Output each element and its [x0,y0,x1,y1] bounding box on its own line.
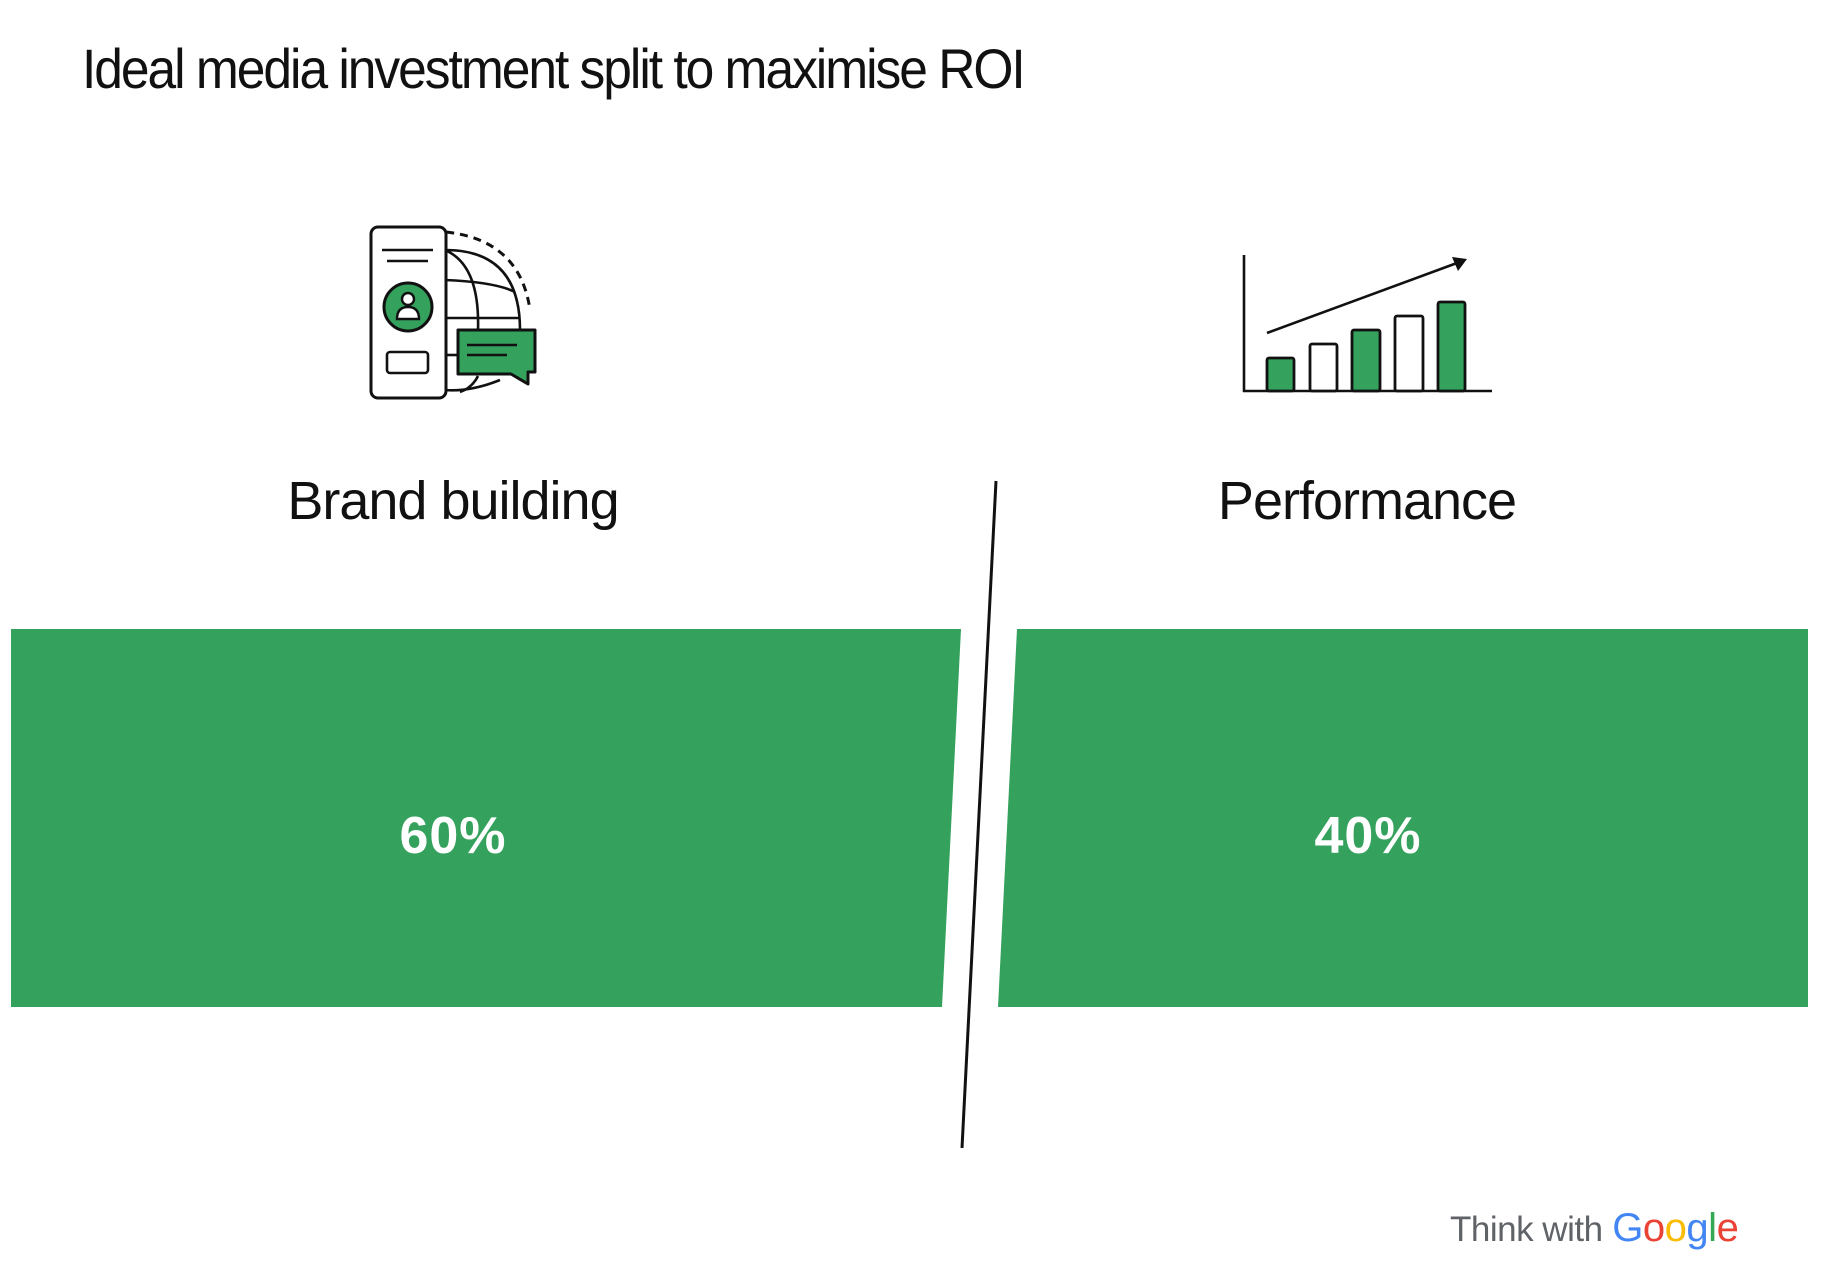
value-label-performance: 40% [1314,807,1422,865]
google-letter: G [1612,1206,1643,1250]
google-wordmark: Google [1612,1206,1739,1250]
logo-prefix: Think with [1450,1210,1603,1249]
google-letter: l [1708,1206,1717,1250]
google-letter: e [1716,1206,1739,1250]
bar-brand-building [11,629,961,1007]
divider-line [960,480,998,1149]
google-letter: o [1642,1206,1665,1250]
category-label-brand-building: Brand building [287,471,619,531]
category-label-performance: Performance [1217,471,1517,531]
value-label-brand-building: 60% [399,807,507,865]
growth-bar-chart-icon [1242,255,1492,393]
think-with-google-logo: Think with Google [1450,1206,1739,1251]
google-letter: o [1664,1206,1687,1250]
bar-performance [998,629,1808,1007]
phone-globe-chat-icon [369,225,537,400]
google-letter: g [1686,1206,1709,1250]
page-title: Ideal media investment split to maximise… [82,37,1026,100]
